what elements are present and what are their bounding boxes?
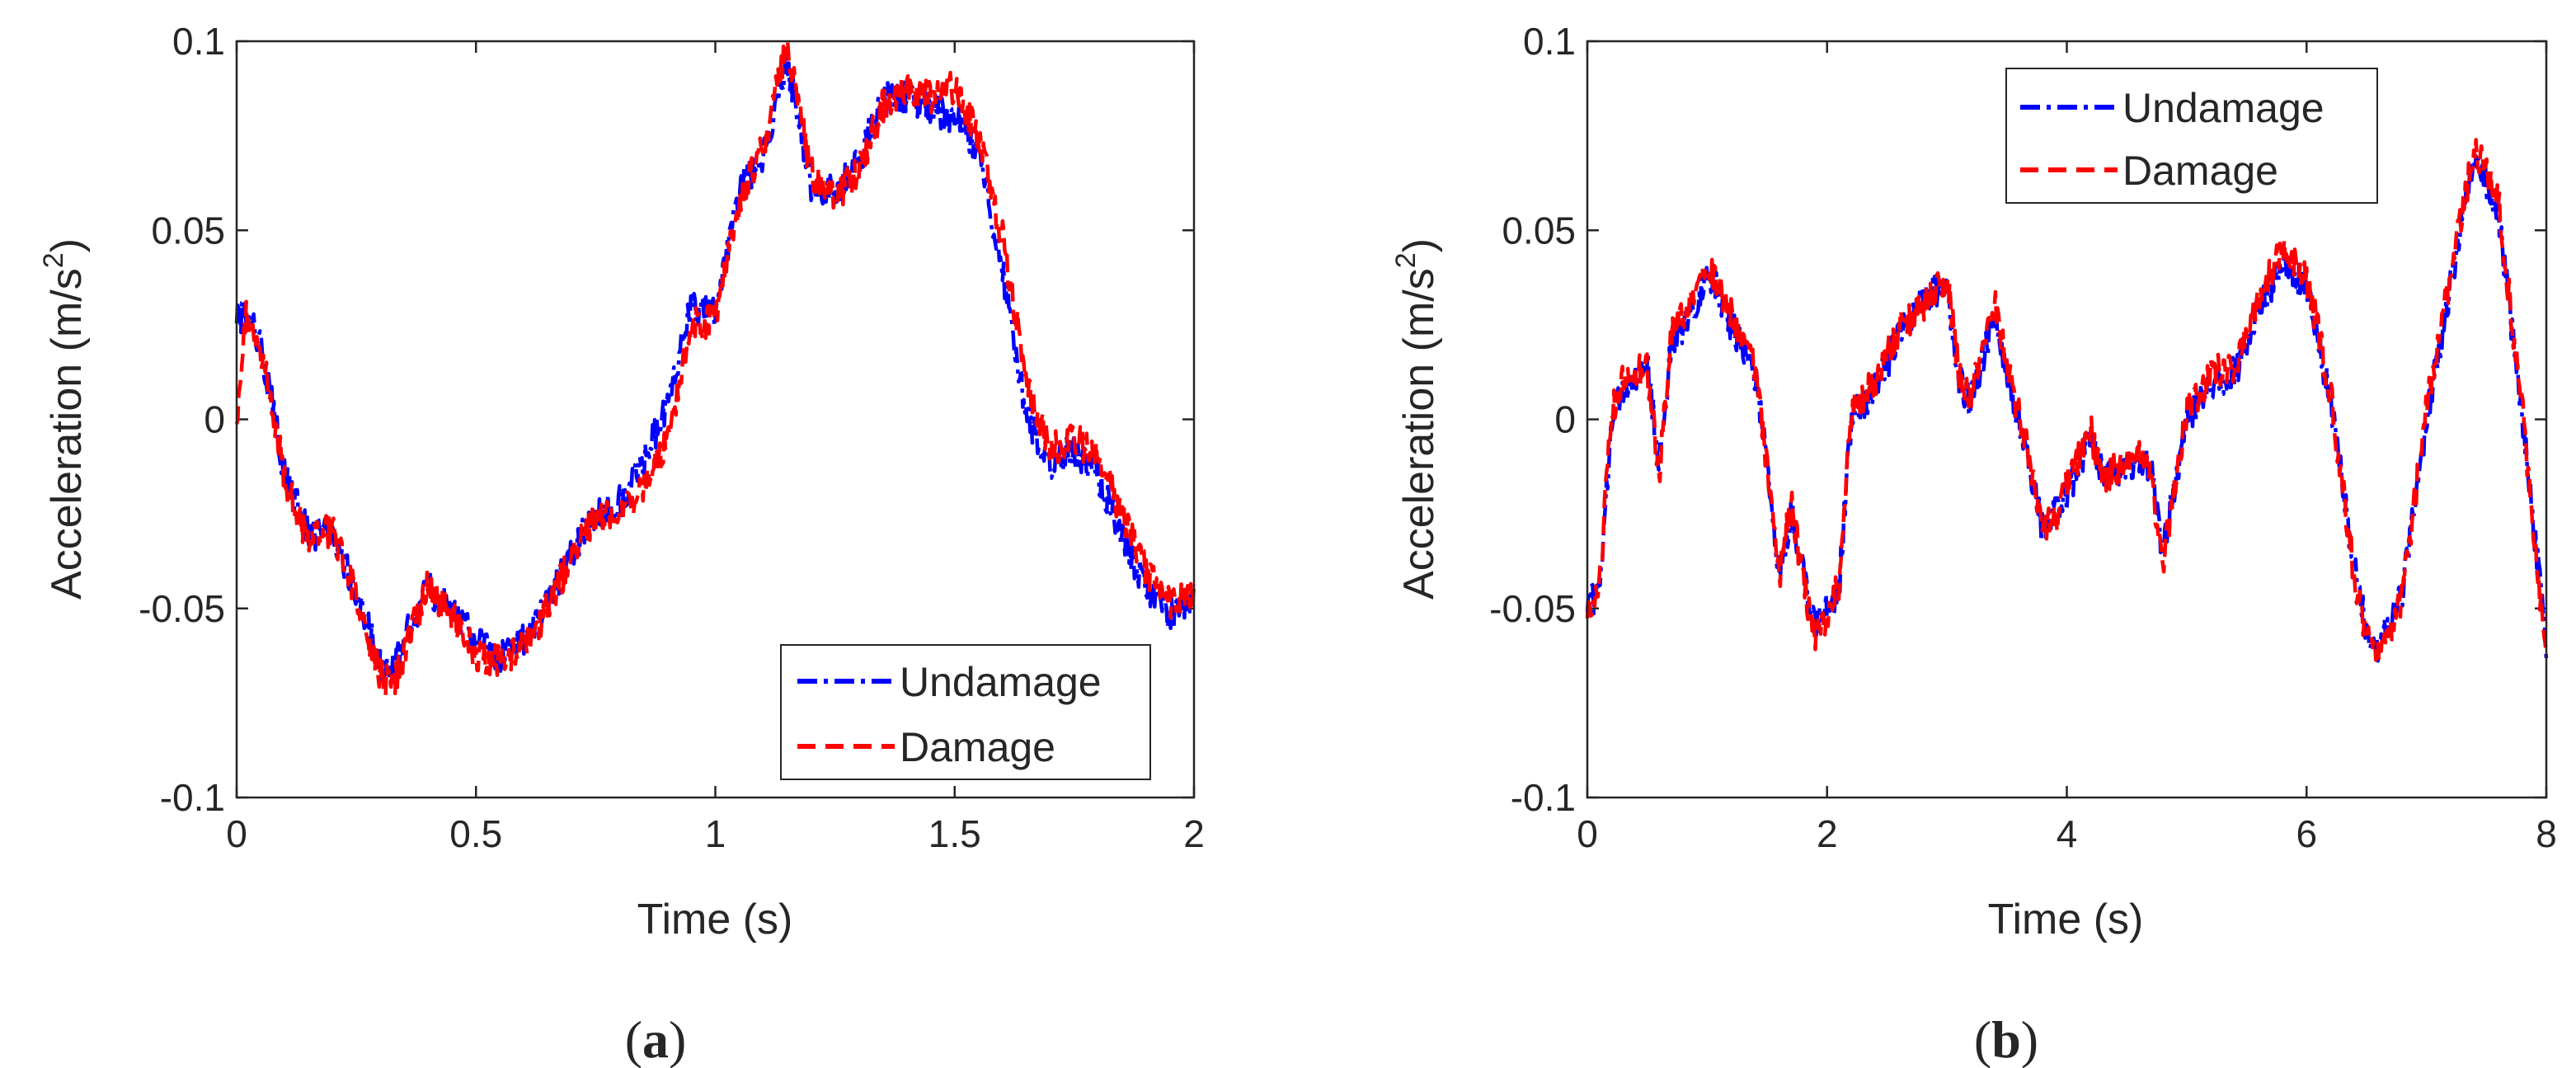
y-tick-label-a-2: 0 [204,398,225,441]
panel-label-a: (a) [625,1010,687,1068]
x-tick-label-a-1: 0.5 [449,812,502,855]
y-tick-labels-a: -0.1 -0.05 0 0.05 0.1 [139,20,225,819]
panel-label-b: (b) [1974,1010,2038,1068]
legend-b: Undamage Damage [2005,68,2378,204]
series-lines-a [234,39,1196,698]
chart-panel-a: -0.1 -0.05 0 0.05 0.1 0 0.5 1 1.5 2 Time (s) Acc… [38,20,1205,1068]
series-line-a-undamage [234,54,1196,685]
chart-panel-b: -0.1 -0.05 0 0.05 0.1 0 2 4 6 8 Time (s) Acceler… [1390,20,2557,1068]
panel-label-a-letter: a [642,1010,669,1068]
y-tick-labels-b: -0.1 -0.05 0 0.05 0.1 [1489,20,1576,819]
x-tick-label-b-3: 6 [2296,812,2317,855]
series-line-a-damage [234,39,1196,698]
axes-box-b [1586,40,2548,799]
y-axis-label-a: Acceleration (m/s2) [38,238,91,600]
series-lines-b [1585,138,2549,663]
legend-b-undamage-label: Undamage [2122,85,2325,131]
legend-a-box [780,644,1151,780]
series-line-b-damage [1585,138,2549,662]
legend-a: Undamage Damage [780,644,1151,780]
panel-label-b-letter: b [1991,1010,2021,1068]
legend-b-damage-label: Damage [2122,148,2278,194]
y-axis-label-b-close: ) [1395,238,1443,252]
x-tick-label-a-2: 1 [705,812,726,855]
y-tick-label-a-0: -0.1 [160,776,225,819]
panel-label-a-open: ( [625,1010,642,1068]
y-tick-label-a-1: -0.05 [139,587,225,630]
x-tick-labels-b: 0 2 4 6 8 [1577,812,2557,855]
x-tick-label-a-3: 1.5 [928,812,981,855]
y-tick-label-a-3: 0.05 [151,209,225,252]
y-axis-label-a-main: Acceleration (m/s [43,268,91,600]
panel-label-b-open: ( [1974,1010,1991,1068]
x-tick-label-a-4: 2 [1183,812,1205,855]
y-tick-label-b-0: -0.1 [1511,776,1576,819]
x-tick-label-b-1: 2 [1817,812,1838,855]
legend-a-damage-label: Damage [900,724,1055,770]
panel-label-b-close: ) [2021,1010,2038,1068]
x-tick-label-a-0: 0 [226,812,247,855]
legend-a-undamage-label: Undamage [900,659,1102,705]
y-axis-label-b-main: Acceleration (m/s [1395,268,1443,600]
panel-label-a-close: ) [669,1010,686,1068]
y-axis-label-b: Acceleration (m/s2) [1390,238,1443,600]
y-axis-label-a-close: ) [43,238,91,252]
x-tick-label-b-2: 4 [2057,812,2078,855]
y-tick-label-a-4: 0.1 [172,20,225,63]
y-axis-label-b-sup: 2 [1390,252,1422,268]
x-axis-label-b: Time (s) [1988,896,2144,943]
y-tick-label-b-3: 0.05 [1502,209,1576,252]
x-tick-label-b-4: 8 [2536,812,2557,855]
axes-box-a [235,40,1196,799]
y-tick-label-b-4: 0.1 [1523,20,1576,63]
y-axis-label-a-sup: 2 [38,252,69,268]
x-tick-label-b-0: 0 [1577,812,1598,855]
x-tick-labels-a: 0 0.5 1 1.5 2 [226,812,1205,855]
x-axis-label-a: Time (s) [637,896,793,943]
y-tick-label-b-2: 0 [1554,398,1576,441]
legend-b-box [2005,68,2378,204]
y-tick-label-b-1: -0.05 [1489,587,1576,630]
